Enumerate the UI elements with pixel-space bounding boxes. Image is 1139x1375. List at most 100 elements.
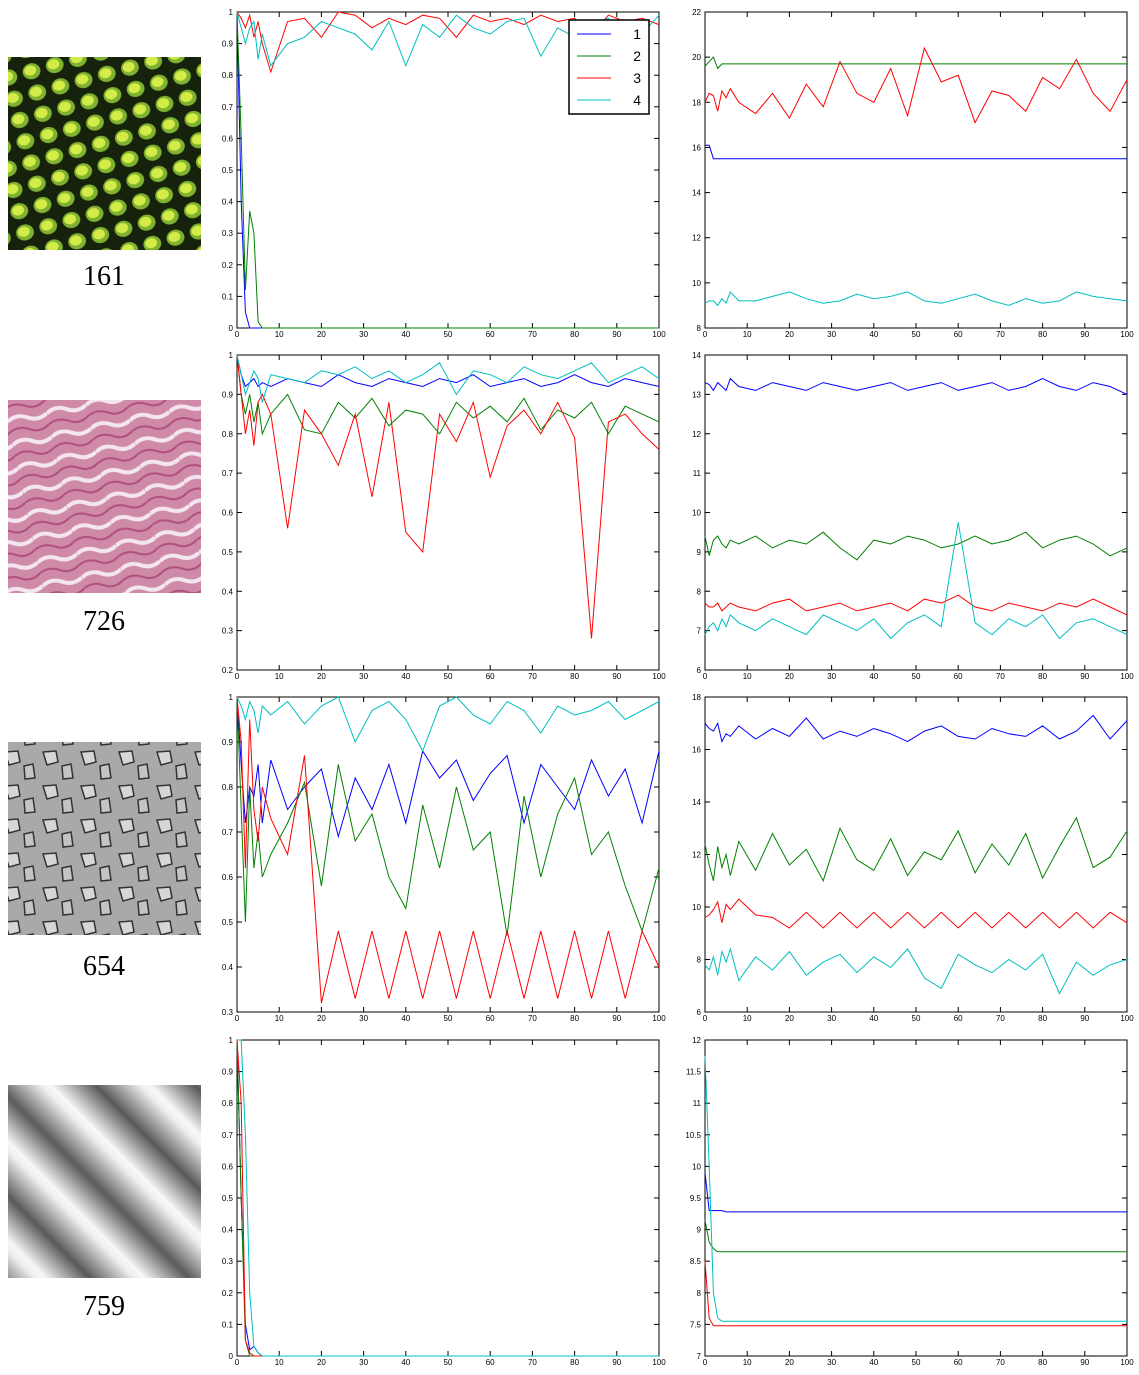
series-line (704, 531, 1128, 561)
legend-label: 2 (633, 48, 641, 64)
series-line (704, 1172, 1127, 1213)
y-tick-label: 0.9 (222, 390, 234, 399)
x-tick-label: 50 (912, 330, 921, 339)
y-tick-label: 6 (697, 1008, 702, 1017)
y-tick-label: 0.5 (222, 918, 234, 927)
x-tick-label: 70 (996, 1358, 1005, 1367)
y-tick-label: 1 (229, 8, 234, 17)
series-line (704, 898, 1128, 929)
x-tick-label: 70 (996, 1014, 1005, 1023)
x-tick-label: 50 (912, 1358, 921, 1367)
y-tick-label: 8.5 (690, 1257, 702, 1266)
x-tick-label: 90 (612, 672, 621, 681)
x-tick-label: 60 (954, 330, 963, 339)
x-tick-label: 0 (703, 1358, 708, 1367)
x-tick-label: 0 (235, 1014, 240, 1023)
x-tick-label: 60 (954, 1358, 963, 1367)
x-tick-label: 40 (869, 1358, 878, 1367)
x-tick-label: 30 (359, 330, 368, 339)
y-tick-label: 11 (693, 469, 702, 478)
y-tick-label: 0.8 (222, 783, 234, 792)
y-tick-label: 10 (692, 1162, 701, 1171)
y-tick-label: 8 (697, 587, 702, 596)
texture-image (8, 742, 201, 935)
series-line (236, 1039, 659, 1357)
y-tick-label: 10 (692, 903, 701, 912)
y-tick-label: 0.8 (222, 71, 234, 80)
y-tick-label: 0 (229, 324, 234, 333)
x-tick-label: 40 (401, 330, 410, 339)
series-line (236, 1039, 659, 1357)
x-tick-label: 30 (827, 330, 836, 339)
x-tick-label: 0 (235, 672, 240, 681)
y-tick-label: 0.8 (222, 1099, 234, 1108)
x-tick-label: 50 (444, 672, 453, 681)
x-tick-label: 40 (401, 1014, 410, 1023)
x-tick-label: 20 (317, 1014, 326, 1023)
series-line (704, 522, 1128, 640)
y-tick-label: 7 (697, 1352, 702, 1361)
texture-image (8, 57, 201, 250)
plot-frame (704, 1039, 1128, 1357)
plot-frame (704, 354, 1128, 671)
series-line (236, 696, 660, 839)
x-tick-label: 20 (317, 330, 326, 339)
y-tick-label: 10.5 (685, 1131, 701, 1140)
x-tick-label: 10 (275, 330, 284, 339)
x-tick-label: 90 (1080, 1358, 1089, 1367)
x-tick-label: 20 (317, 1358, 326, 1367)
y-tick-label: 13 (692, 390, 701, 399)
y-tick-label: 20 (692, 53, 701, 62)
y-tick-label: 0.1 (222, 292, 234, 301)
x-tick-label: 60 (954, 672, 963, 681)
y-tick-label: 12 (692, 851, 701, 860)
plot-frame (236, 354, 660, 671)
x-tick-label: 20 (785, 1358, 794, 1367)
y-tick-label: 14 (692, 798, 701, 807)
y-tick-label: 10 (692, 279, 701, 288)
series-line (704, 1055, 1127, 1322)
x-tick-label: 60 (486, 672, 495, 681)
legend-label: 3 (633, 70, 641, 86)
x-tick-label: 90 (1080, 672, 1089, 681)
y-tick-label: 0.6 (222, 1162, 234, 1171)
y-tick-label: 12 (692, 430, 701, 439)
y-tick-label: 0.4 (222, 198, 234, 207)
x-tick-label: 0 (235, 1358, 240, 1367)
series-line (704, 56, 1127, 70)
y-tick-label: 0.8 (222, 430, 234, 439)
x-tick-label: 60 (954, 1014, 963, 1023)
y-tick-label: 10 (692, 509, 701, 518)
x-tick-label: 0 (703, 330, 708, 339)
plot-frame (704, 11, 1128, 329)
y-tick-label: 0.7 (222, 469, 234, 478)
x-tick-label: 10 (743, 1014, 752, 1023)
x-tick-label: 80 (570, 330, 579, 339)
x-tick-label: 100 (1120, 1014, 1134, 1023)
x-tick-label: 100 (652, 1014, 666, 1023)
y-tick-label: 0.2 (222, 1289, 234, 1298)
y-tick-label: 0.3 (222, 1008, 234, 1017)
x-tick-label: 100 (1120, 330, 1134, 339)
x-tick-label: 20 (785, 672, 794, 681)
y-tick-label: 0.5 (222, 1194, 234, 1203)
texture-image (8, 1085, 201, 1278)
series-line (236, 696, 660, 753)
texture-label: 161 (83, 261, 125, 292)
y-tick-label: 0.6 (222, 873, 234, 882)
x-tick-label: 100 (652, 1358, 666, 1367)
y-tick-label: 0.6 (222, 134, 234, 143)
x-tick-label: 20 (785, 1014, 794, 1023)
series-line (704, 816, 1128, 883)
x-tick-label: 100 (652, 672, 666, 681)
y-tick-label: 1 (229, 351, 234, 360)
x-tick-label: 40 (869, 1014, 878, 1023)
x-tick-label: 10 (275, 1358, 284, 1367)
x-tick-label: 90 (612, 330, 621, 339)
x-tick-label: 30 (359, 1358, 368, 1367)
x-tick-label: 90 (612, 1014, 621, 1023)
y-tick-label: 0.5 (222, 548, 234, 557)
y-tick-label: 11 (693, 1099, 702, 1108)
y-tick-label: 14 (692, 351, 701, 360)
y-tick-label: 16 (692, 143, 701, 152)
